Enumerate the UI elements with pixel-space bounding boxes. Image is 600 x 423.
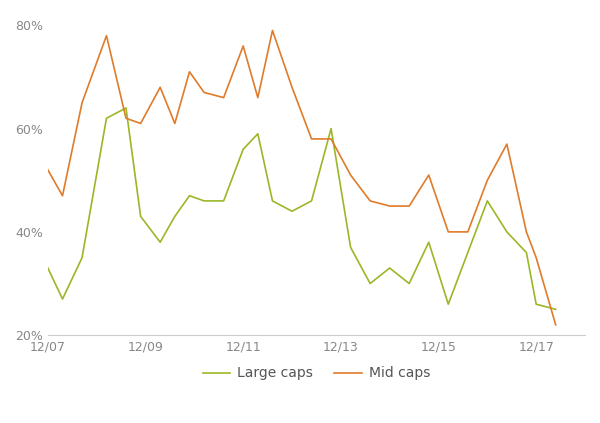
Large caps [103,116,110,121]
Large caps [445,302,452,307]
Large caps [347,245,354,250]
Mid caps [79,100,86,105]
Mid caps [425,173,433,178]
Large caps [254,131,262,136]
Mid caps [137,121,144,126]
Large caps [533,302,540,307]
Large caps [157,240,164,245]
Mid caps [200,90,208,95]
Mid caps [103,33,110,38]
Mid caps [122,116,130,121]
Large caps [269,198,276,203]
Large caps [79,255,86,260]
Mid caps [239,44,247,49]
Mid caps [503,142,511,147]
Large caps [171,214,178,219]
Mid caps [220,95,227,100]
Line: Mid caps: Mid caps [48,30,556,325]
Mid caps [308,136,315,141]
Legend: Large caps, Mid caps: Large caps, Mid caps [197,361,436,386]
Large caps [425,240,433,245]
Mid caps [254,95,262,100]
Large caps [503,229,511,234]
Mid caps [44,168,52,173]
Mid caps [171,121,178,126]
Mid caps [186,69,193,74]
Large caps [186,193,193,198]
Large caps [122,105,130,110]
Large caps [406,281,413,286]
Large caps [484,198,491,203]
Mid caps [386,203,393,209]
Large caps [220,198,227,203]
Large caps [328,126,335,131]
Mid caps [445,229,452,234]
Mid caps [59,193,66,198]
Mid caps [157,85,164,90]
Mid caps [289,85,296,90]
Mid caps [464,229,472,234]
Large caps [44,266,52,271]
Mid caps [484,178,491,183]
Large caps [367,281,374,286]
Mid caps [552,322,559,327]
Large caps [552,307,559,312]
Large caps [464,250,472,255]
Large caps [386,266,393,271]
Large caps [289,209,296,214]
Large caps [523,250,530,255]
Mid caps [269,28,276,33]
Mid caps [328,136,335,141]
Mid caps [406,203,413,209]
Mid caps [523,229,530,234]
Mid caps [347,173,354,178]
Large caps [308,198,315,203]
Large caps [239,147,247,152]
Mid caps [367,198,374,203]
Mid caps [533,255,540,260]
Line: Large caps: Large caps [48,108,556,309]
Large caps [200,198,208,203]
Large caps [59,297,66,302]
Large caps [137,214,144,219]
